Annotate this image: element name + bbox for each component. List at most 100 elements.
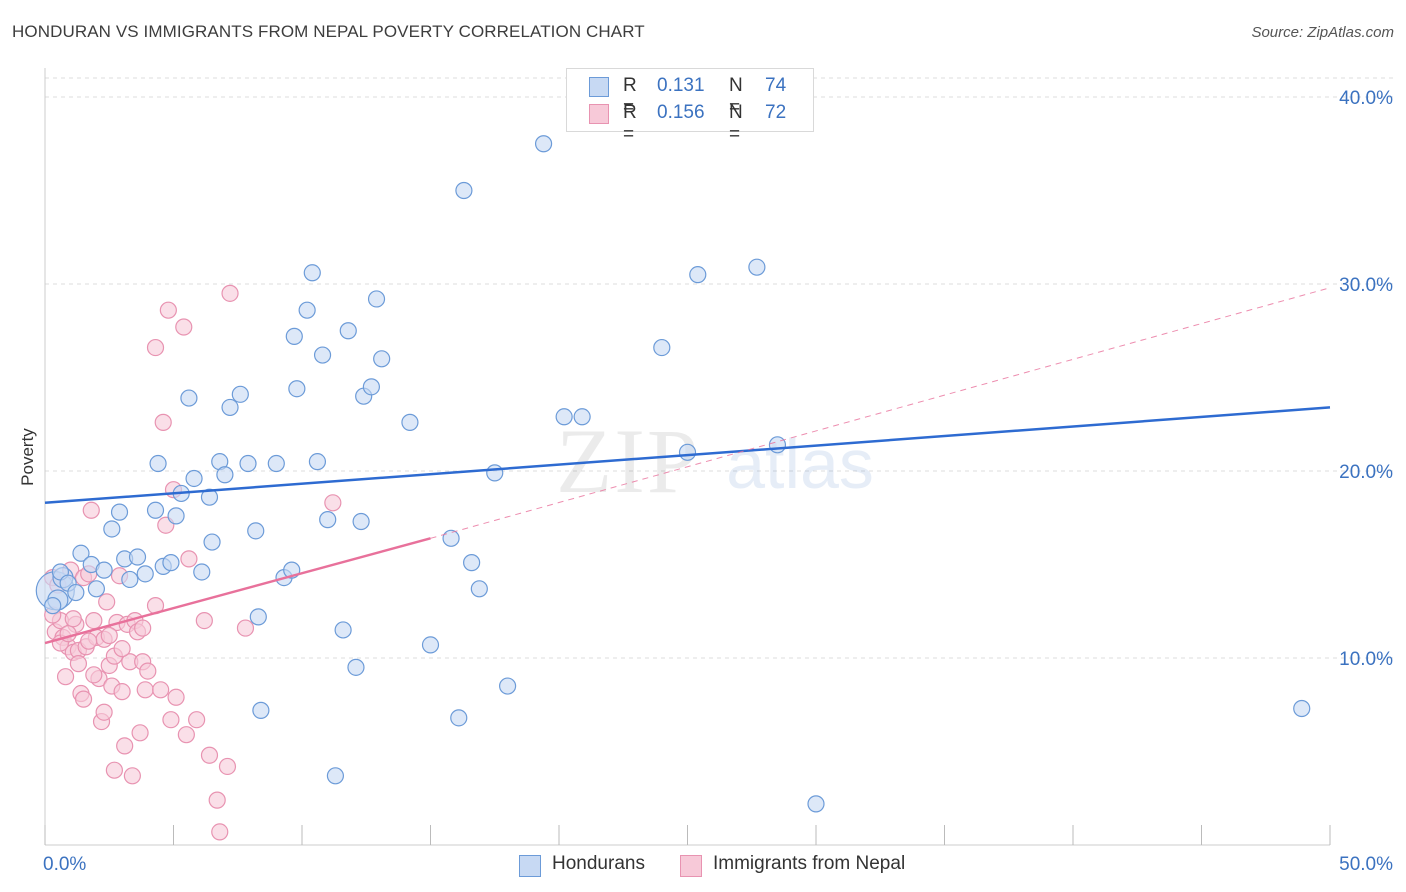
nepal-point [211, 823, 229, 841]
honduran-point [748, 258, 766, 276]
correlation-legend: R = 0.131 N = 74 R = 0.156 N = 72 [566, 68, 814, 145]
blue-swatch [589, 77, 609, 97]
nepal-point [123, 767, 141, 785]
honduran-point [162, 554, 180, 572]
nepal-point [236, 619, 255, 637]
nepal-point [100, 626, 118, 645]
honduran-point [72, 544, 90, 562]
honduran-point [128, 548, 147, 566]
nepal-point [95, 703, 113, 721]
blue-swatch [519, 855, 541, 877]
honduran-point [95, 561, 113, 579]
honduran-point [180, 389, 198, 407]
y-tick-label: 10.0% [1339, 649, 1393, 670]
honduran-point [499, 677, 517, 695]
honduran-point [249, 608, 267, 626]
nepal-point [195, 611, 213, 630]
pink-swatch [589, 104, 609, 124]
honduran-point [200, 488, 219, 506]
nepal-point [85, 611, 103, 630]
pink-swatch [680, 855, 702, 877]
honduran-point [534, 135, 553, 153]
honduran-point [167, 507, 185, 525]
nepal-point [175, 318, 193, 336]
nepal-point [139, 662, 157, 680]
r-label: R = [623, 75, 637, 118]
honduran-point [308, 453, 327, 471]
nepal-point [180, 550, 198, 568]
honduran-point [1293, 699, 1311, 718]
nepal-point [69, 655, 88, 673]
honduran-point [288, 380, 306, 398]
nepal-point [136, 681, 154, 699]
nepal-point [74, 690, 93, 708]
honduran-point [807, 795, 825, 813]
honduran-point [103, 520, 121, 538]
nepal-point [167, 688, 185, 706]
honduran-point [653, 338, 671, 357]
honduran-point [486, 464, 504, 482]
honduran-point [334, 621, 352, 639]
honduran-point [203, 533, 221, 551]
honduran-point [678, 443, 697, 461]
honduran-point [185, 469, 203, 488]
x-tick-label: 0.0% [43, 854, 86, 875]
honduran-point [555, 408, 573, 426]
y-tick-label: 40.0% [1339, 88, 1393, 109]
honduran-point [87, 580, 106, 598]
nepal-point [80, 632, 98, 650]
y-tick-label: 20.0% [1339, 462, 1393, 483]
grid-lines [45, 77, 1395, 659]
honduran-point [573, 408, 591, 426]
nepal-point [324, 494, 342, 512]
honduran-point [247, 522, 265, 540]
honduran-point [455, 181, 473, 200]
nepal-point [218, 757, 237, 776]
honduran-trend-line [44, 406, 1331, 505]
honduran-point [149, 454, 167, 473]
series-nepal-points [44, 284, 342, 841]
honduran-point [303, 264, 321, 282]
honduran-point [421, 636, 440, 654]
legend-label: Hondurans [552, 853, 645, 874]
n-label: N = [729, 102, 743, 145]
nepal-point [152, 681, 170, 699]
n-label: N = [729, 75, 743, 118]
honduran-point [463, 554, 481, 572]
nepal-point [113, 640, 131, 658]
nepal-point [146, 338, 165, 357]
nepal-point [113, 683, 131, 701]
r-value: 0.131 [657, 75, 705, 96]
nepal-point [162, 711, 180, 729]
honduran-point [239, 454, 257, 473]
honduran-point [285, 327, 303, 345]
honduran-point [367, 290, 386, 308]
honduran-point [326, 767, 345, 785]
honduran-point [319, 511, 337, 529]
watermark-zip: ZIP [556, 410, 700, 512]
honduran-point [352, 512, 370, 531]
honduran-point [221, 398, 239, 417]
nepal-point [105, 761, 123, 779]
y-axis-label: Poverty [18, 428, 37, 486]
honduran-point [193, 563, 211, 581]
nepal-point [64, 610, 82, 628]
nepal-point [221, 284, 239, 302]
n-value: 72 [765, 102, 787, 123]
nepal-point [154, 413, 172, 431]
honduran-point [231, 385, 249, 403]
r-label: R = [623, 102, 637, 145]
nepal-point [188, 711, 206, 729]
chart-source: Source: ZipAtlas.com [1251, 24, 1394, 41]
honduran-point [373, 350, 391, 368]
honduran-point [689, 266, 707, 284]
watermark-atlas: atlas [726, 425, 874, 503]
nepal-point [131, 724, 149, 742]
nepal-point [208, 791, 226, 809]
honduran-point [347, 658, 365, 676]
honduran-point [267, 454, 285, 473]
honduran-point [216, 466, 234, 484]
tick-labels: 10.0% 20.0% 30.0% 40.0% 0.0% 50.0% [43, 88, 1393, 875]
y-tick-label: 30.0% [1339, 275, 1393, 296]
